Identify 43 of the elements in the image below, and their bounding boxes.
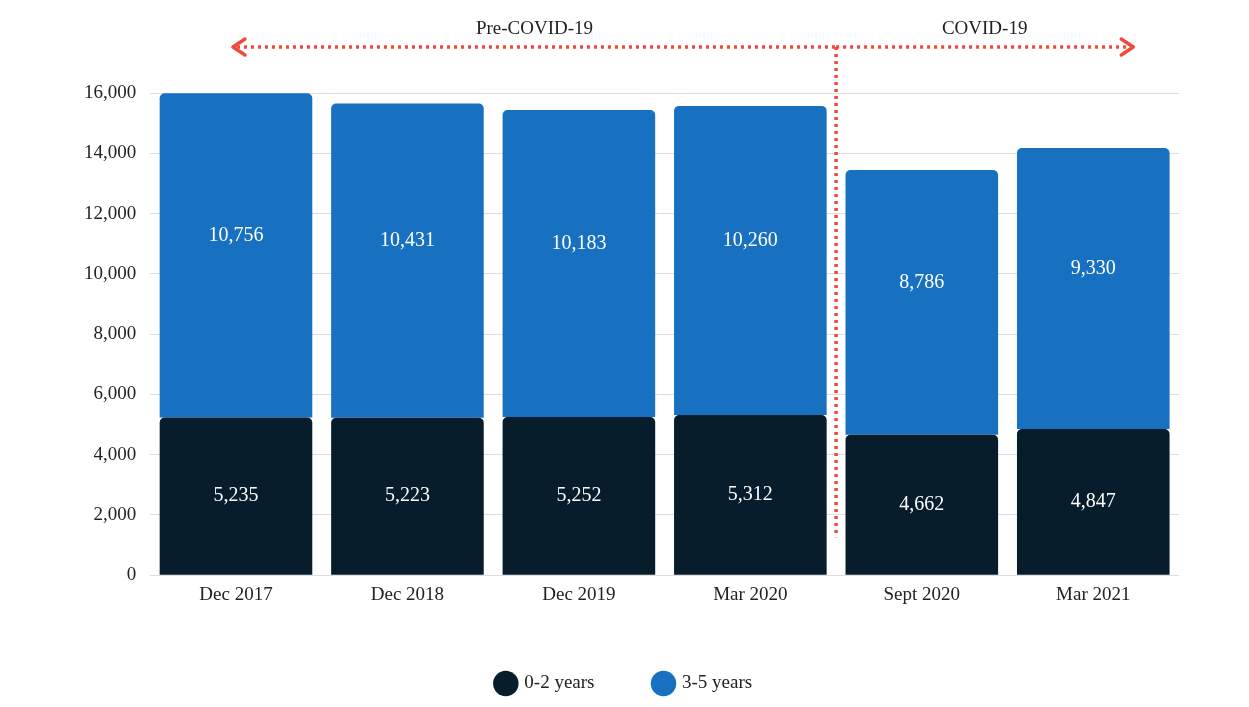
text: COVID-19 — [941, 16, 1028, 38]
y-tick-label: 12,000 — [84, 201, 137, 223]
y-tick-label: 4,000 — [93, 442, 137, 464]
bar — [1016, 429, 1170, 575]
bar — [845, 434, 999, 575]
y-tick-label: 6,000 — [93, 382, 137, 404]
data-label: 5,312 — [727, 482, 773, 505]
bar — [1016, 147, 1170, 430]
legend-label: 0-2 years — [524, 671, 595, 693]
y-tick-label: 16,000 — [84, 80, 137, 102]
data-label: 5,252 — [556, 483, 602, 506]
y-tick-label: 2,000 — [93, 502, 137, 524]
x-tick-label: Dec 2017 — [199, 582, 273, 604]
bar — [159, 93, 313, 418]
y-tick-label: 10,000 — [84, 261, 137, 283]
data-label: 10,756 — [208, 222, 264, 245]
data-label: 10,183 — [551, 230, 607, 253]
data-label: 10,431 — [379, 227, 435, 250]
data-label: 8,786 — [899, 269, 945, 292]
text: Pre-COVID-19 — [475, 16, 594, 38]
data-label: 4,847 — [1070, 489, 1116, 512]
data-label: 5,223 — [384, 483, 430, 506]
bar — [674, 105, 827, 416]
data-label: 9,330 — [1070, 255, 1116, 278]
x-tick-label: Dec 2018 — [370, 582, 445, 604]
bar — [674, 415, 827, 575]
bar — [159, 417, 313, 575]
legend-label: 3-5 years — [682, 671, 753, 693]
x-tick-label: Mar 2021 — [1056, 582, 1131, 604]
y-tick-label: 14,000 — [84, 141, 137, 163]
bar — [845, 169, 999, 435]
data-label: 4,662 — [899, 491, 945, 514]
y-tick-label: 8,000 — [93, 322, 137, 344]
bar — [502, 416, 656, 575]
x-tick-label: Sept 2020 — [883, 582, 961, 604]
y-tick-label: 0 — [126, 563, 137, 585]
bar — [331, 417, 484, 575]
x-tick-label: Dec 2019 — [542, 582, 616, 604]
bar — [502, 110, 656, 417]
bar — [331, 103, 484, 418]
data-label: 10,260 — [722, 227, 778, 250]
x-tick-label: Mar 2020 — [713, 582, 788, 604]
data-label: 5,235 — [213, 483, 259, 506]
